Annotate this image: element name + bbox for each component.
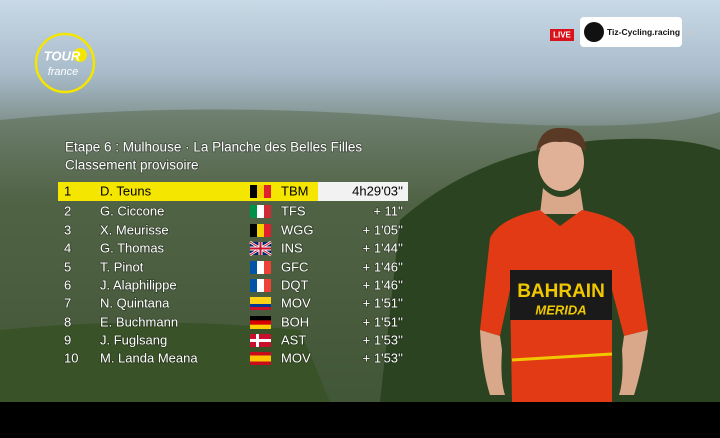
time: + 1'46'' xyxy=(363,259,403,274)
stage-title: Etape 6 : Mulhouse · La Planche des Bell… xyxy=(65,140,362,155)
rider: J. Alaphilippe xyxy=(100,277,177,292)
flag-belgium xyxy=(250,224,271,237)
standings-subtitle: Classement provisoire xyxy=(65,158,199,173)
team: TBM xyxy=(281,183,308,198)
logo-top: TOUR xyxy=(44,48,81,63)
foreground-hill xyxy=(0,322,330,402)
team: AST xyxy=(281,332,306,347)
live-text: LIVE xyxy=(553,31,571,40)
flag-spain xyxy=(250,352,271,365)
time: + 1'46'' xyxy=(363,277,403,292)
bottom-bar xyxy=(0,402,720,438)
watermark-icon xyxy=(584,22,604,42)
rank: 8 xyxy=(64,314,71,329)
jersey-sponsor: BAHRAIN xyxy=(517,281,605,302)
rider: G. Ciccone xyxy=(100,203,164,218)
flag-germany xyxy=(250,316,271,329)
time: + 1'05'' xyxy=(363,222,403,237)
watermark-box xyxy=(580,17,682,47)
rank: 9 xyxy=(64,332,71,347)
tour-logo: TOUR france xyxy=(34,32,96,94)
time: + 1'51'' xyxy=(363,295,403,310)
rider: D. Teuns xyxy=(100,183,152,198)
rank: 10 xyxy=(64,350,78,365)
rank: 1 xyxy=(64,183,71,198)
watermark-text: Tiz-Cycling.racing xyxy=(607,27,680,37)
flag-belgium xyxy=(250,185,271,198)
rider: J. Fuglsang xyxy=(100,332,167,347)
flag-colombia xyxy=(250,297,271,310)
standings-table: 1 D. Teuns TBM 4h29'03'' 2 G. Ciccone TF… xyxy=(63,183,404,366)
rank: 3 xyxy=(64,222,71,237)
rider: M. Landa Meana xyxy=(100,350,198,365)
logo-bottom: france xyxy=(48,66,79,78)
leader-time-box xyxy=(318,182,408,201)
jersey-brand: MERIDA xyxy=(535,302,586,317)
live-badge xyxy=(550,29,574,41)
team: DQT xyxy=(281,277,309,292)
team: WGG xyxy=(281,222,314,237)
rider: T. Pinot xyxy=(100,259,144,274)
time: + 1'53'' xyxy=(363,350,403,365)
rank: 6 xyxy=(64,277,71,292)
hd-text: HD xyxy=(685,30,695,37)
time: 4h29'03'' xyxy=(352,183,403,198)
flag-denmark xyxy=(250,334,271,347)
leader-highlight xyxy=(58,182,318,201)
time: + 1'51'' xyxy=(363,314,403,329)
time: + 1'44'' xyxy=(363,240,403,255)
rank: 4 xyxy=(64,240,71,255)
rider: N. Quintana xyxy=(100,295,170,310)
team: INS xyxy=(281,240,303,255)
rider-figure: BAHRAIN MERIDA xyxy=(480,127,648,402)
rider: X. Meurisse xyxy=(100,222,169,237)
time: + 11'' xyxy=(373,203,403,218)
flag-france xyxy=(250,261,271,274)
time: + 1'53'' xyxy=(363,332,403,347)
team: GFC xyxy=(281,259,308,274)
rank: 5 xyxy=(64,259,71,274)
flag-great-britain xyxy=(249,240,272,257)
rank: 2 xyxy=(64,203,71,218)
team: BOH xyxy=(281,314,309,329)
flag-france xyxy=(250,279,271,292)
rank: 7 xyxy=(64,295,71,310)
rider: E. Buchmann xyxy=(100,314,178,329)
team: TFS xyxy=(281,203,306,218)
team: MOV xyxy=(281,350,311,365)
flag-italy xyxy=(250,205,271,218)
team: MOV xyxy=(281,295,311,310)
rider: G. Thomas xyxy=(100,240,165,255)
